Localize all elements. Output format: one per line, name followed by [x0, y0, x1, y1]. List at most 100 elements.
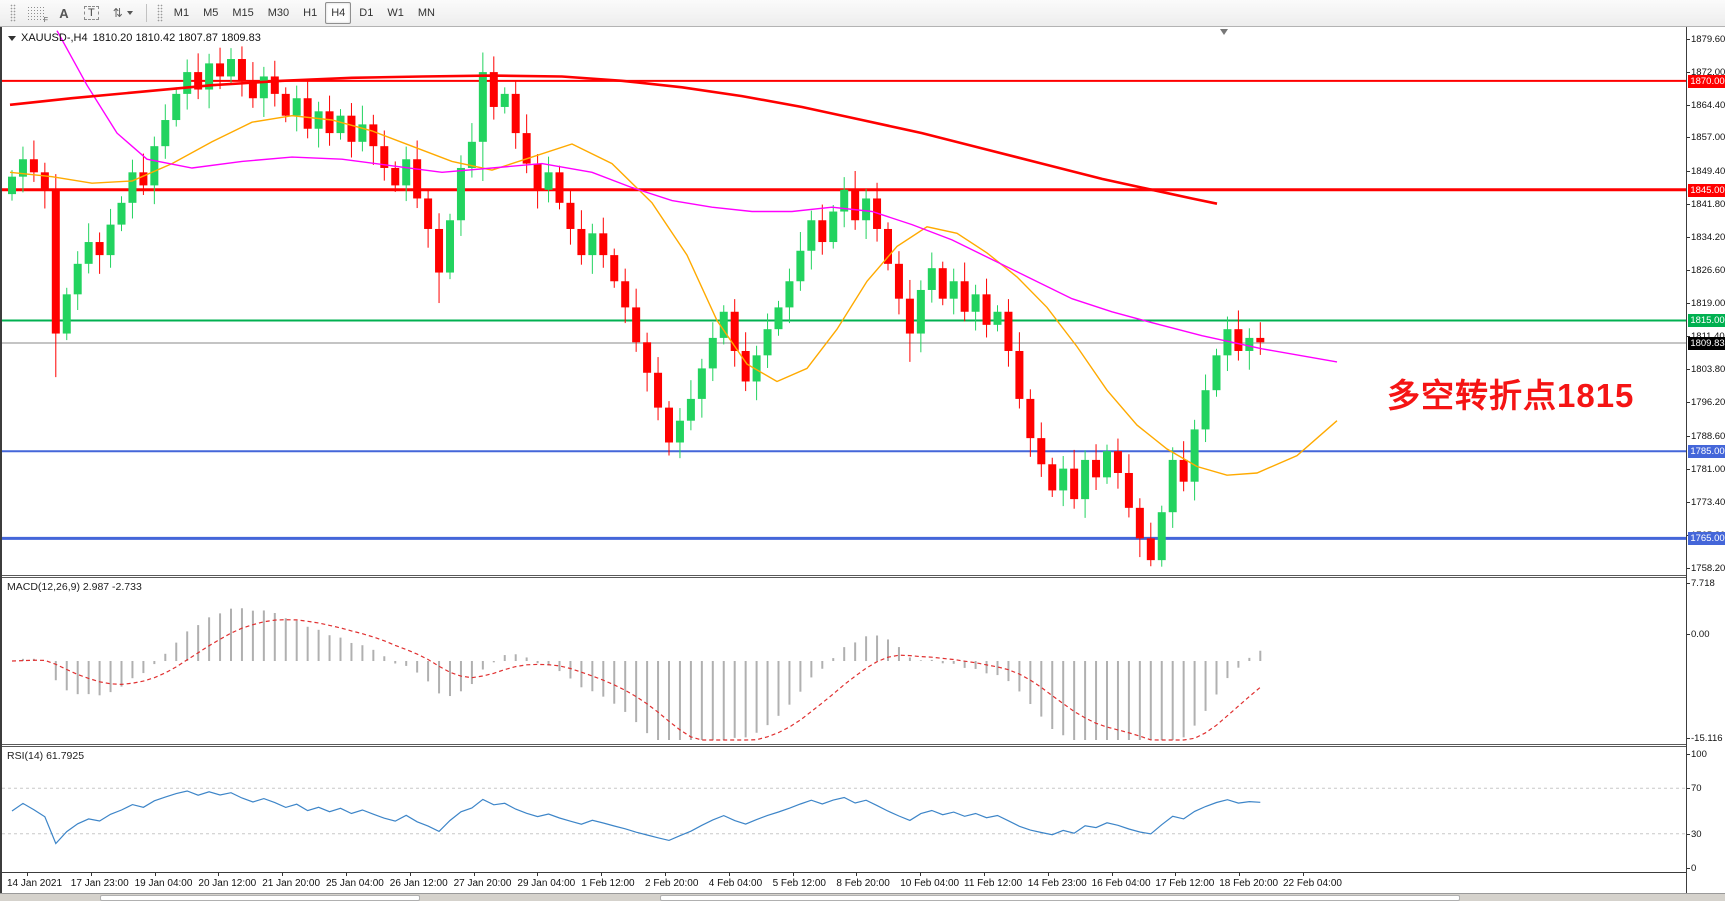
status-strip-box-1: [100, 895, 420, 901]
tick-mark: [1687, 567, 1690, 569]
price-tick: 1834.20: [1691, 231, 1725, 243]
symbol-dropdown-icon[interactable]: [8, 35, 16, 41]
date-tick-mark: [473, 873, 475, 876]
rsi-axis-label: 100: [1691, 749, 1707, 760]
tick-mark: [1687, 170, 1690, 172]
price-badge-1765.00: 1765.00: [1688, 532, 1725, 546]
price-tick: 1773.40: [1691, 496, 1725, 508]
indicator-grid-button[interactable]: F: [21, 2, 50, 24]
timeframe-w1[interactable]: W1: [387, 7, 404, 19]
date-tick-mark: [1303, 873, 1304, 876]
date-axis[interactable]: 14 Jan 2021 17 Jan 23:00 19 Jan 04:00 20 Ja…: [2, 872, 1686, 893]
macd-canvas[interactable]: [2, 578, 1686, 744]
date-label: 11 Feb 12:00: [964, 878, 1023, 889]
ohlc-values: 1810.20 1810.42 1807.87 1809.83: [92, 32, 261, 44]
tick-mark: [1687, 269, 1690, 271]
price-tick: 1781.00: [1691, 463, 1725, 475]
date-tick-mark: [1111, 873, 1113, 876]
macd-axis-label: -15.116: [1691, 733, 1723, 744]
date-label: 5 Feb 12:00: [772, 878, 826, 889]
tick-mark: [1687, 336, 1690, 338]
tick-mark: [1687, 634, 1690, 635]
date-label: 26 Jan 12:00: [389, 878, 448, 889]
timeframe-d1[interactable]: D1: [359, 7, 374, 19]
tick-mark: [1687, 402, 1690, 404]
price-badge-1845.00: 1845.00: [1688, 183, 1725, 197]
tick-mark: [1687, 468, 1690, 470]
timeframe-h4[interactable]: H4: [325, 2, 352, 24]
date-tick-mark: [856, 873, 858, 876]
timeframe-m1[interactable]: M1: [173, 7, 190, 19]
toolbar-grip[interactable]: [10, 4, 16, 22]
price-badge-1809.83: 1809.83: [1688, 337, 1725, 350]
tick-mark: [1687, 72, 1690, 74]
price-tick: 1879.60: [1691, 33, 1725, 45]
date-tick-mark: [792, 873, 794, 876]
rsi-axis-label: 30: [1691, 828, 1702, 840]
text-a-icon: A: [59, 5, 69, 21]
date-tick-mark: [728, 873, 730, 876]
rsi-axis-label: 0: [1691, 863, 1697, 874]
tick-mark: [1687, 833, 1690, 835]
price-tick: 1849.40: [1691, 165, 1725, 177]
rsi-canvas[interactable]: [2, 747, 1686, 872]
timeframe-m30[interactable]: M30: [267, 7, 290, 19]
timeframe-m5[interactable]: M5: [203, 7, 219, 19]
price-tick: 1872.00: [1691, 67, 1725, 79]
tick-mark: [1687, 303, 1690, 305]
price-tick: 1841.80: [1691, 198, 1725, 210]
tick-mark: [1687, 501, 1690, 503]
tick-mark: [1687, 105, 1690, 107]
date-tick-mark: [218, 873, 220, 876]
date-label: 20 Jan 12:00: [198, 878, 257, 889]
annotation-text: 多空转折点1815: [1387, 377, 1635, 414]
date-label: 21 Jan 20:00: [262, 878, 321, 889]
date-label: 25 Jan 04:00: [326, 878, 384, 889]
date-label: 10 Feb 04:00: [900, 878, 960, 889]
toolbar-grip-2[interactable]: [156, 4, 163, 22]
date-tick-mark: [346, 873, 347, 876]
price-tick: 1758.20: [1691, 562, 1725, 574]
price-tick: 1826.60: [1691, 264, 1725, 276]
chart-window: XAUUSD-,H4 1810.20 1810.42 1807.87 1809.…: [0, 27, 1725, 893]
panel-divider-2[interactable]: [2, 744, 1686, 747]
tick-mark: [1687, 788, 1690, 790]
date-tick-mark: [409, 873, 411, 876]
price-tick: 1857.00: [1691, 132, 1725, 144]
tick-mark: [1687, 583, 1690, 584]
date-tick-mark: [1047, 873, 1049, 876]
timeframe-m15[interactable]: M15: [232, 7, 254, 19]
toolbar-separator: [145, 4, 147, 22]
date-label: 27 Jan 20:00: [453, 878, 512, 889]
tick-mark: [1687, 369, 1690, 371]
price-axis[interactable]: 1879.60 1872.00 1864.40 1857.00 1849.40 1841.…: [1686, 27, 1725, 893]
insert-text-button[interactable]: A: [52, 2, 76, 24]
price-badge-1815.00: 1815.00: [1688, 314, 1725, 328]
tick-mark: [1687, 868, 1690, 869]
arrows-tool-button[interactable]: ⇅: [107, 2, 139, 24]
plot-area[interactable]: XAUUSD-,H4 1810.20 1810.42 1807.87 1809.…: [2, 27, 1686, 893]
grid-icon: F: [27, 6, 48, 24]
text-label-button[interactable]: T: [78, 2, 105, 24]
date-tick-mark: [27, 873, 28, 876]
date-tick-mark: [601, 873, 603, 876]
price-tick: 1864.40: [1691, 100, 1725, 112]
status-strip: [0, 893, 1725, 901]
date-label: 18 Feb 20:00: [1219, 878, 1279, 889]
tick-mark: [1687, 738, 1690, 739]
price-tick: 1788.60: [1691, 430, 1725, 442]
chart-shift-marker[interactable]: [1220, 29, 1228, 35]
tick-mark: [1687, 38, 1690, 40]
date-tick-mark: [537, 873, 539, 876]
date-label: 14 Feb 23:00: [1027, 878, 1087, 889]
timeframe-h1[interactable]: H1: [303, 7, 318, 19]
candlestick-canvas[interactable]: [2, 28, 1686, 575]
panel-divider-1[interactable]: [2, 575, 1686, 578]
timeframe-mn[interactable]: MN: [417, 7, 435, 19]
tick-mark: [1687, 203, 1690, 205]
toolbar: F A T ⇅ M1 M5 M15 M30 H1 H4 D1 W1 MN: [0, 0, 1725, 27]
date-tick-mark: [282, 873, 284, 876]
macd-axis-label: 7.718: [1691, 578, 1715, 589]
date-label: 29 Jan 04:00: [517, 878, 576, 889]
